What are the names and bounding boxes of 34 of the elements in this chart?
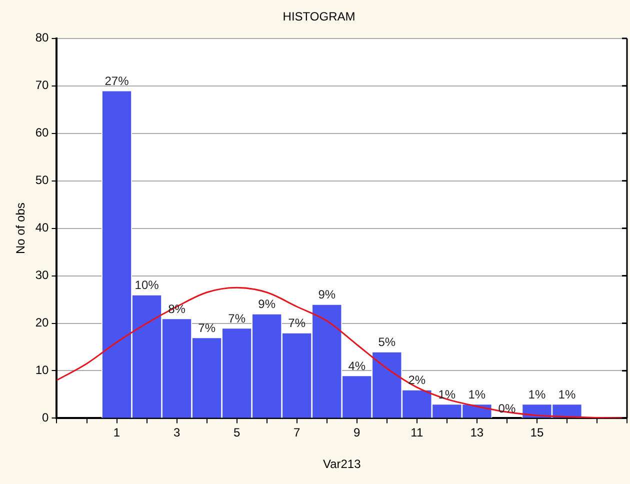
x-tick-label: 9 bbox=[354, 426, 361, 440]
annotation: 7% bbox=[288, 316, 306, 330]
y-tick-label: 70 bbox=[35, 78, 50, 92]
x-tick-label: 15 bbox=[530, 426, 544, 440]
annotation: 5% bbox=[378, 335, 396, 350]
annotation: 4% bbox=[348, 358, 366, 373]
annotation: 1% bbox=[468, 387, 486, 402]
annotation: 10% bbox=[134, 278, 160, 292]
y-tick-label: 20 bbox=[35, 316, 50, 330]
x-tick-label: 7 bbox=[294, 426, 301, 440]
y-tick-label: 50 bbox=[35, 173, 50, 188]
chart-title: HISTOGRAM bbox=[282, 10, 356, 24]
x-tick-label: 13 bbox=[470, 426, 484, 440]
y-tick-label: 80 bbox=[35, 30, 50, 45]
annotation: 2% bbox=[408, 373, 426, 388]
annotation: 1% bbox=[558, 387, 576, 402]
x-tick-label: 3 bbox=[173, 426, 180, 440]
annotation: 9% bbox=[318, 288, 336, 302]
y-tick-label: 40 bbox=[35, 220, 50, 235]
x-tick-label: 5 bbox=[233, 426, 240, 440]
x-axis-title: Var213 bbox=[322, 457, 362, 472]
y-tick-label: 30 bbox=[35, 268, 50, 282]
y-tick-label: 10 bbox=[35, 363, 50, 378]
x-tick-label: 1 bbox=[113, 426, 120, 440]
x-tick-label: 11 bbox=[410, 426, 424, 440]
annotation: 7% bbox=[198, 320, 216, 335]
annotation: 1% bbox=[528, 387, 546, 402]
annotation: 9% bbox=[258, 297, 276, 312]
y-tick-label: 60 bbox=[35, 126, 50, 140]
y-axis-title: No of obs bbox=[14, 202, 28, 254]
annotation: 1% bbox=[438, 387, 456, 402]
y-tick-label: 0 bbox=[42, 410, 50, 425]
annotation: 27% bbox=[104, 74, 130, 88]
annotation: 7% bbox=[228, 311, 246, 326]
